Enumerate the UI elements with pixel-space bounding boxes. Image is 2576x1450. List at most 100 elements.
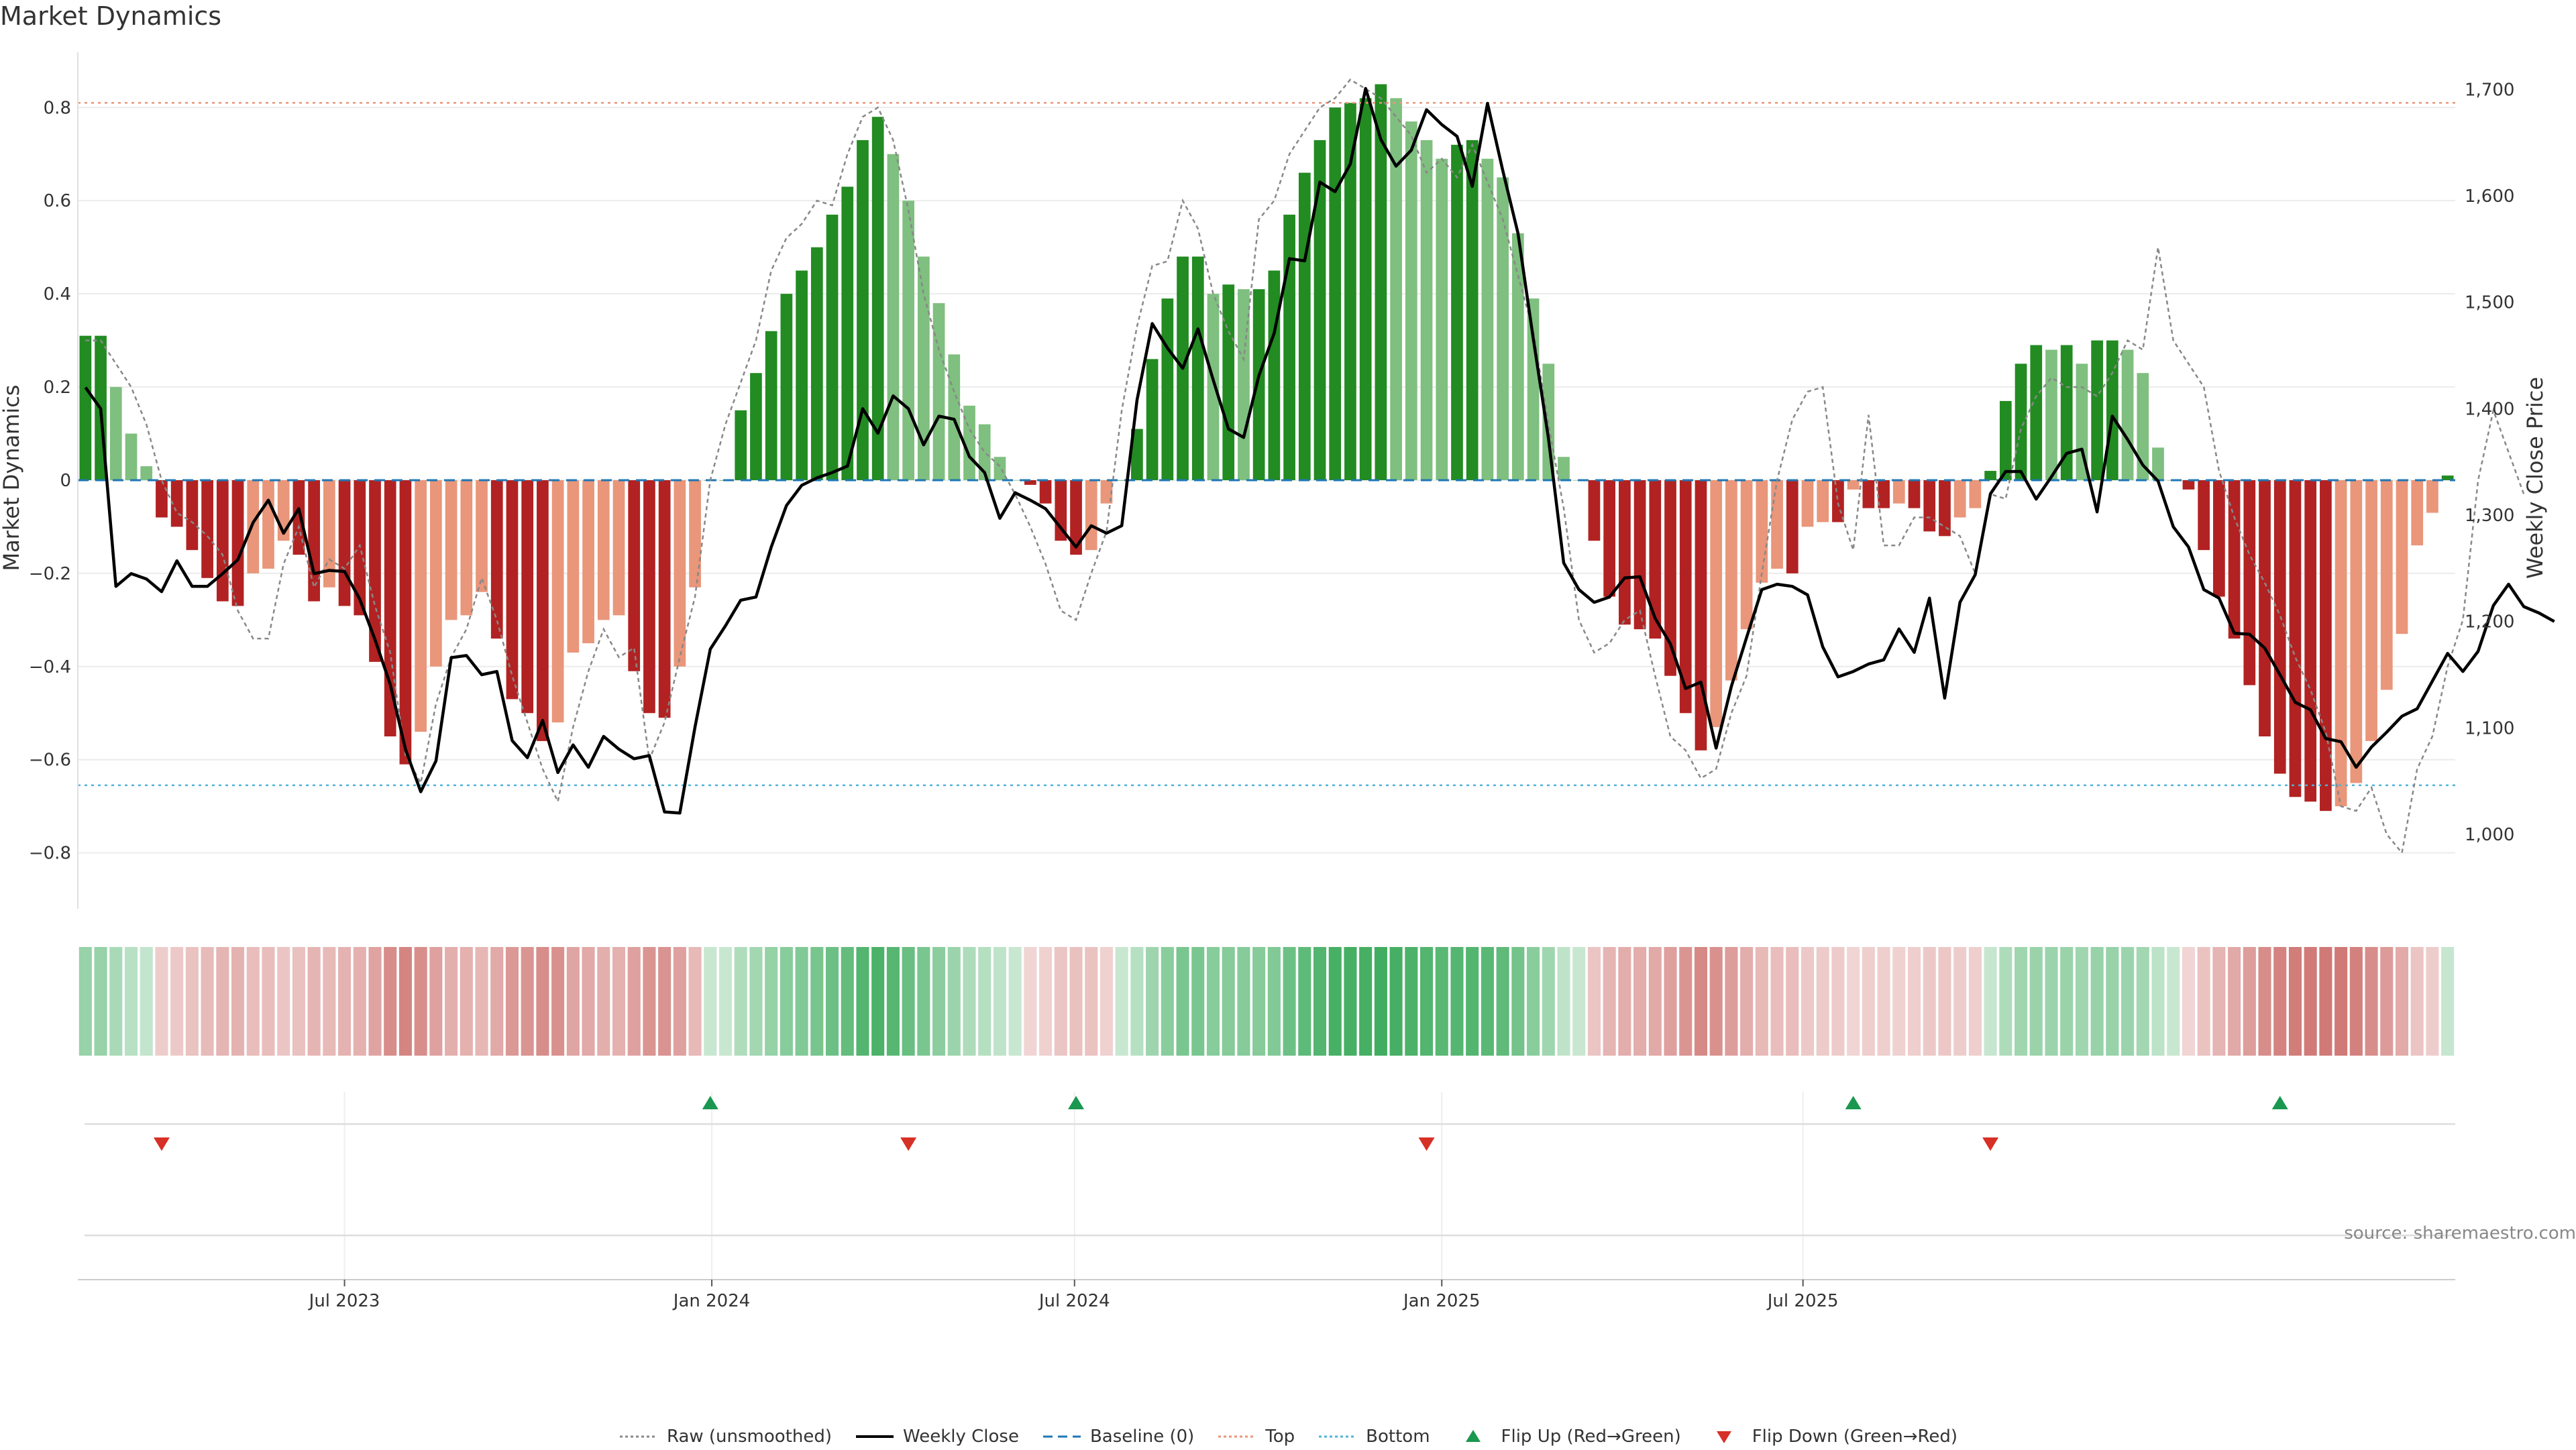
momentum-bar <box>643 480 655 714</box>
y-tick-label: 0.6 <box>44 191 71 211</box>
momentum-bar <box>1039 480 1052 504</box>
heat-cell <box>1450 947 1464 1056</box>
momentum-bar <box>1222 284 1235 480</box>
momentum-bar <box>628 480 641 671</box>
heat-cell <box>2258 947 2271 1056</box>
heat-cell <box>978 947 991 1056</box>
momentum-bar <box>1252 289 1265 480</box>
momentum-bar <box>308 480 320 602</box>
momentum-bar <box>994 457 1006 480</box>
flip-up-marker <box>702 1096 718 1109</box>
momentum-bar <box>1085 480 1097 551</box>
momentum-bar <box>1405 121 1417 480</box>
heat-cell <box>124 947 138 1056</box>
heat-cell <box>1099 947 1114 1056</box>
heat-cell <box>1359 947 1373 1056</box>
heat-cell <box>780 947 793 1056</box>
heat-cell <box>1511 947 1525 1056</box>
legend-item: Bottom <box>1318 1427 1430 1447</box>
heat-cell <box>734 947 747 1056</box>
heat-cell <box>1405 947 1418 1056</box>
heat-cell <box>1725 947 1738 1056</box>
momentum-bar <box>2411 480 2424 546</box>
momentum-bar <box>1146 359 1159 480</box>
heat-cell <box>536 947 549 1056</box>
momentum-bar <box>231 480 244 606</box>
momentum-bar <box>582 480 594 644</box>
heat-cell <box>231 947 245 1056</box>
heat-cell <box>1664 947 1677 1056</box>
momentum-bar <box>1436 158 1448 480</box>
momentum-bar <box>567 480 580 653</box>
momentum-bar <box>1009 480 1022 481</box>
reference-lines <box>78 102 2455 787</box>
momentum-bar <box>2137 373 2149 480</box>
heat-cell <box>612 947 626 1056</box>
momentum-bar <box>415 480 427 732</box>
heat-cell <box>1709 947 1723 1056</box>
momentum-bar <box>1588 480 1601 541</box>
momentum-bar <box>2380 480 2393 690</box>
heat-cell <box>2121 947 2135 1056</box>
momentum-bar <box>1024 480 1036 485</box>
y2-tick-label: 1,000 <box>2465 825 2514 845</box>
heat-cell <box>78 947 92 1056</box>
heat-cell <box>445 947 458 1056</box>
momentum-bar <box>1664 480 1676 676</box>
heat-cell <box>1222 947 1235 1056</box>
grid-layer <box>78 107 2455 854</box>
source-note: source: sharemaestro.com <box>2344 1223 2576 1243</box>
heat-cell <box>1953 947 1967 1056</box>
legend-swatch <box>1465 1430 1481 1442</box>
y2-tick-label: 1,100 <box>2465 718 2514 738</box>
heat-cell <box>2288 947 2302 1056</box>
legend-swatch <box>1716 1431 1731 1443</box>
heat-cell <box>1923 947 1936 1056</box>
momentum-bar <box>445 480 458 620</box>
momentum-bar <box>1633 480 1646 630</box>
heat-cell <box>216 947 229 1056</box>
heat-cell <box>140 947 153 1056</box>
heat-cell <box>460 947 473 1056</box>
heat-cell <box>2182 947 2195 1056</box>
flip-up-marker <box>1068 1096 1085 1109</box>
momentum-bar <box>658 480 671 718</box>
raw-line <box>85 78 2525 855</box>
momentum-bar <box>2273 480 2286 774</box>
heat-cell <box>1816 947 1829 1056</box>
momentum-bar <box>2091 340 2103 480</box>
legend-swatch <box>1042 1435 1081 1438</box>
heat-cell <box>582 947 595 1056</box>
momentum-bar <box>2259 480 2271 736</box>
momentum-bar <box>1116 480 1128 481</box>
legend-item: Weekly Close <box>855 1427 1019 1447</box>
momentum-bar <box>1451 144 1463 480</box>
heat-cell <box>1968 947 1982 1056</box>
legend-label: Top <box>1265 1427 1295 1447</box>
momentum-bar <box>780 294 793 480</box>
heat-cell <box>963 947 976 1056</box>
heat-cell <box>1694 947 1708 1056</box>
momentum-bar <box>1298 172 1311 480</box>
momentum-bar <box>1999 400 2012 480</box>
momentum-bar <box>125 433 138 480</box>
heat-cell <box>353 947 366 1056</box>
momentum-bar <box>2350 480 2363 783</box>
heat-cell <box>1999 947 2012 1056</box>
heat-cell <box>338 947 352 1056</box>
x-tick-label: Jan 2024 <box>672 1291 751 1311</box>
legend-label: Bottom <box>1366 1427 1430 1447</box>
momentum-bar <box>612 480 625 616</box>
date-axis: Jul 2023 Jan 2024 Jul 2024 Jan 2025 Jul 2025 <box>78 1279 2455 1311</box>
heat-cell <box>2167 947 2180 1056</box>
momentum-bar <box>354 480 366 616</box>
flip-up-marker <box>1845 1096 1862 1109</box>
momentum-bar <box>887 154 900 480</box>
heat-cell <box>765 947 778 1056</box>
momentum-bar <box>1375 84 1387 480</box>
momentum-bar <box>1466 140 1479 480</box>
momentum-bar <box>1939 480 1951 537</box>
heat-cell <box>1527 947 1540 1056</box>
momentum-bar <box>430 480 442 667</box>
heat-cell <box>1831 947 1845 1056</box>
